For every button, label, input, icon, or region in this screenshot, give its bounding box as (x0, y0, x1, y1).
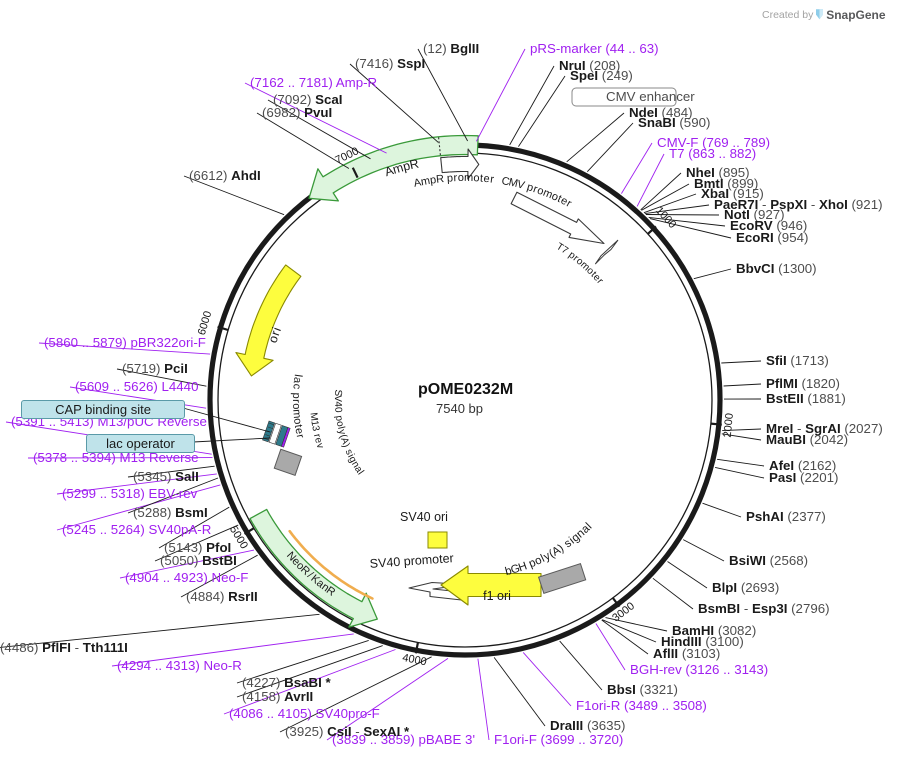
svg-text:1000: 1000 (653, 205, 678, 231)
svg-text:r: r (490, 173, 495, 185)
svg-text:c: c (290, 383, 302, 390)
svg-text:6000: 6000 (196, 310, 214, 337)
svg-text:m: m (464, 172, 473, 184)
svg-text:SV40 promoter: SV40 promoter (369, 551, 454, 571)
svg-text:f1 ori: f1 ori (483, 589, 511, 603)
svg-text:p: p (290, 392, 302, 398)
svg-text:4000: 4000 (401, 652, 427, 668)
svg-text:SV40 ori: SV40 ori (400, 510, 448, 524)
svg-text:3: 3 (309, 425, 321, 433)
svg-text:0: 0 (332, 407, 343, 414)
svg-text:V: V (516, 178, 527, 192)
svg-text:R: R (435, 173, 444, 186)
